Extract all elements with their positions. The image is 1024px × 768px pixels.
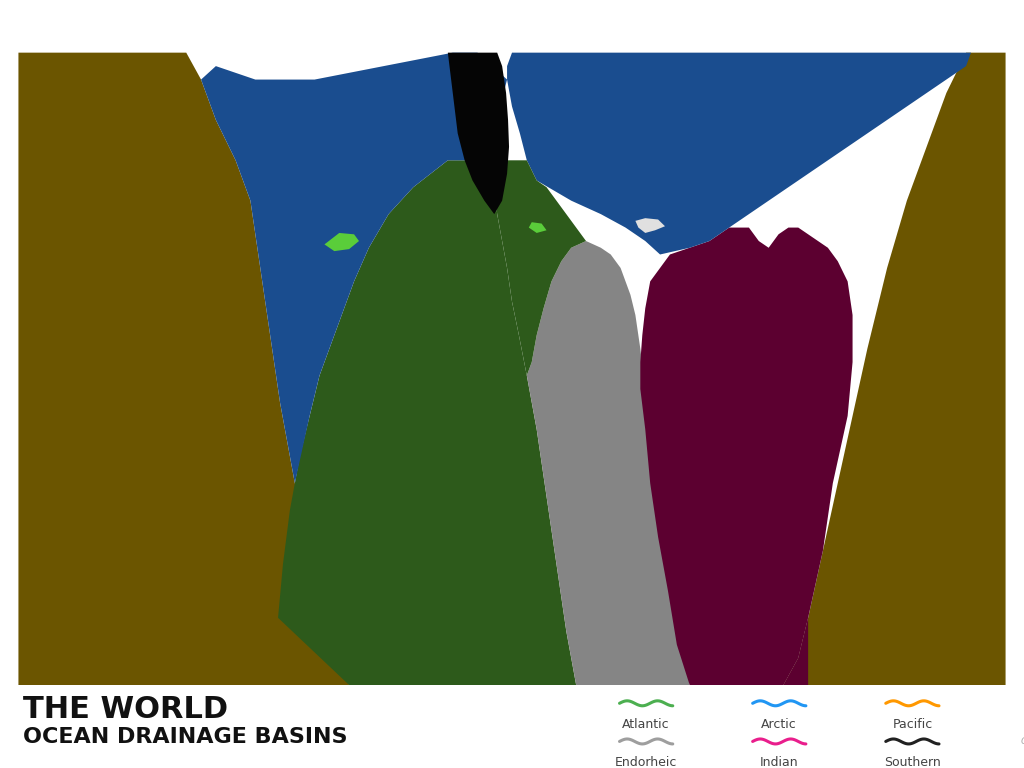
Polygon shape <box>201 53 507 483</box>
Polygon shape <box>18 53 349 685</box>
Text: Pacific: Pacific <box>892 718 933 731</box>
Text: THE WORLD: THE WORLD <box>23 695 227 724</box>
Text: Indian: Indian <box>760 756 799 768</box>
Polygon shape <box>526 241 690 685</box>
Polygon shape <box>493 161 586 376</box>
Polygon shape <box>635 218 665 233</box>
Text: Atlantic: Atlantic <box>623 718 670 731</box>
Polygon shape <box>447 53 509 214</box>
Text: Arctic: Arctic <box>762 718 797 731</box>
Polygon shape <box>783 53 1006 685</box>
Polygon shape <box>325 233 359 251</box>
Polygon shape <box>507 53 971 254</box>
Polygon shape <box>528 222 547 233</box>
Text: Southern: Southern <box>884 756 941 768</box>
Polygon shape <box>279 161 577 685</box>
Text: Grasshopper
Geography: Grasshopper Geography <box>1021 737 1024 756</box>
Text: Endorheic: Endorheic <box>615 756 677 768</box>
Polygon shape <box>640 227 853 685</box>
Text: OCEAN DRAINAGE BASINS: OCEAN DRAINAGE BASINS <box>23 727 347 746</box>
Polygon shape <box>577 617 808 685</box>
